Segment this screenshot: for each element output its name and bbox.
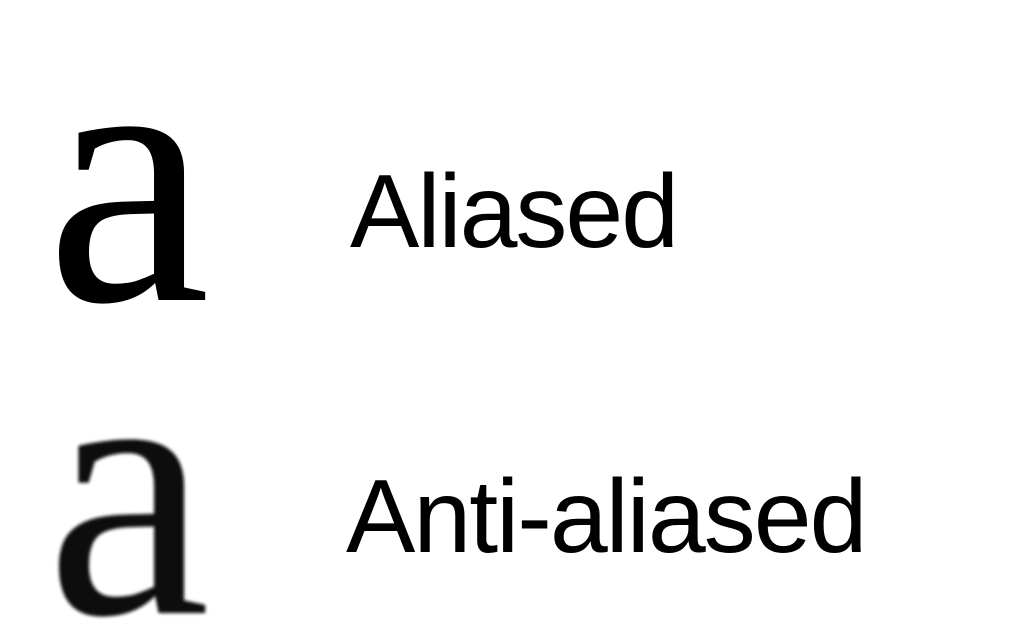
aliased-row: a Aliased bbox=[46, 28, 679, 308]
aliased-letter-a: a bbox=[46, 28, 210, 308]
antialiased-letter-a-text: a bbox=[52, 341, 210, 621]
antialiased-letter-a: a bbox=[52, 341, 210, 621]
aliased-caption: Aliased bbox=[350, 154, 679, 270]
aliased-letter-a-text: a bbox=[46, 28, 210, 308]
antialiased-caption: Anti-aliased bbox=[346, 459, 867, 575]
antialiased-row: a Anti-aliased bbox=[0, 321, 1024, 642]
